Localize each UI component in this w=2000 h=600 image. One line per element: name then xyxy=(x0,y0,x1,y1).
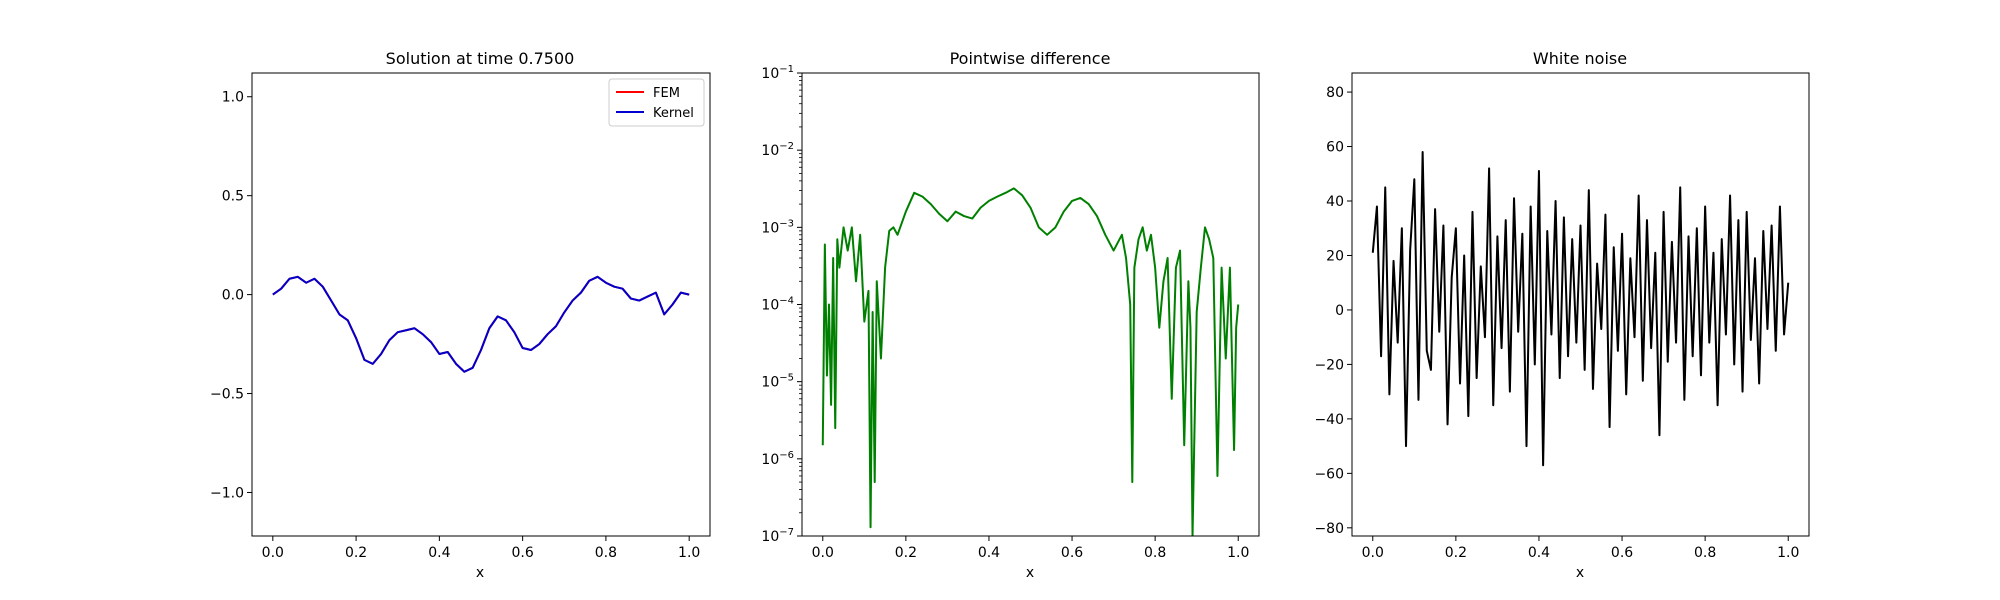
x-tick-label: 0.2 xyxy=(1445,545,1467,561)
x-tick-label: 0.8 xyxy=(1694,545,1716,561)
legend-box xyxy=(608,78,705,127)
y-tick-label: 0.5 xyxy=(222,189,244,205)
x-tick-label: 0.4 xyxy=(978,545,1000,561)
y-tick-label: 40 xyxy=(1326,194,1344,210)
plot-area xyxy=(272,275,690,373)
y-tick-label: −60 xyxy=(1314,466,1344,482)
plot-area xyxy=(821,187,1240,536)
plot-lines xyxy=(1371,150,1790,467)
plot-area xyxy=(1371,150,1790,467)
y-tick-label: −20 xyxy=(1314,357,1344,373)
x-tick-label: 0.0 xyxy=(1362,545,1384,561)
y-tick-label: 10−5 xyxy=(761,373,794,391)
x-tick-label: 0.6 xyxy=(1061,545,1083,561)
panel-title: Solution at time 0.7500 xyxy=(386,49,575,68)
y-tick-label: 10−1 xyxy=(761,64,794,82)
x-tick-label: 1.0 xyxy=(1777,545,1799,561)
x-tick-label: 0.2 xyxy=(345,545,367,561)
y-tick-label: 10−6 xyxy=(761,450,794,468)
y-tick-label: 60 xyxy=(1326,140,1344,156)
x-tick-label: 0.4 xyxy=(1528,545,1550,561)
x-tick-label: 0.0 xyxy=(812,545,834,561)
x-axis-label: x xyxy=(1026,565,1034,581)
x-tick-label: 0.6 xyxy=(1611,545,1633,561)
series-line-kernel xyxy=(272,275,690,373)
x-tick-label: 0.8 xyxy=(1144,545,1166,561)
y-tick-label: 10−3 xyxy=(761,218,794,236)
x-tick-label: 0.2 xyxy=(895,545,917,561)
axes: 0.0 0.2 0.4 0.6 0.8 1.0 10−1 10−2 10−3 10−4 10−5 10… xyxy=(761,64,1260,561)
x-axis-label: x xyxy=(476,565,484,581)
series-line-0 xyxy=(1371,150,1790,467)
legend: FEM Kernel xyxy=(608,78,705,127)
y-tick-label: 10−7 xyxy=(761,527,794,545)
axes: 0.0 0.2 0.4 0.6 0.8 1.0 1.0 0.5 0.0 −0.5 −1.0 xyxy=(210,72,711,561)
y-tick-label: 0.0 xyxy=(222,288,244,304)
legend-label-kernel: Kernel xyxy=(653,106,694,121)
plot-lines xyxy=(821,187,1240,536)
y-tick-label: −80 xyxy=(1314,521,1344,537)
axes: 0.0 0.2 0.4 0.6 0.8 1.0 80 60 40 20 0 −20 −40 −60 −80 xyxy=(1314,72,1810,561)
y-tick-label: −40 xyxy=(1314,412,1344,428)
axes-frame xyxy=(1351,72,1810,537)
x-tick-label: 0.6 xyxy=(512,545,534,561)
x-tick-label: 0.4 xyxy=(428,545,450,561)
y-tick-label: 20 xyxy=(1326,248,1344,264)
axes-frame xyxy=(251,72,711,537)
x-tick-label: 1.0 xyxy=(678,545,700,561)
y-tick-label: 0 xyxy=(1335,303,1344,319)
y-tick-label: −1.0 xyxy=(210,485,244,501)
legend-label-fem: FEM xyxy=(653,86,680,101)
x-axis-label: x xyxy=(1576,565,1584,581)
x-tick-label: 0.8 xyxy=(595,545,617,561)
y-tick-label: 10−2 xyxy=(761,141,794,159)
panel-solution: Solution at time 0.7500 0.0 0.2 0.4 0.6 0.8 1… xyxy=(210,49,711,581)
panel-pointwise-difference: Pointwise difference 0.0 0.2 0.4 0.6 0.8 1.0 1… xyxy=(761,49,1260,581)
series-line-0 xyxy=(821,187,1240,536)
plot-lines xyxy=(272,275,690,373)
y-tick-label: −0.5 xyxy=(210,387,244,403)
panel-title: White noise xyxy=(1533,49,1627,68)
panel-white-noise: White noise 0.0 0.2 0.4 0.6 0.8 1.0 80 60 40 20 0 −… xyxy=(1314,49,1810,581)
x-tick-label: 0.0 xyxy=(262,545,284,561)
y-tick-label: 80 xyxy=(1326,85,1344,101)
y-tick-label: 10−4 xyxy=(761,296,794,314)
y-tick-label: 1.0 xyxy=(222,90,244,106)
x-tick-label: 1.0 xyxy=(1227,545,1249,561)
panel-title: Pointwise difference xyxy=(950,49,1111,68)
